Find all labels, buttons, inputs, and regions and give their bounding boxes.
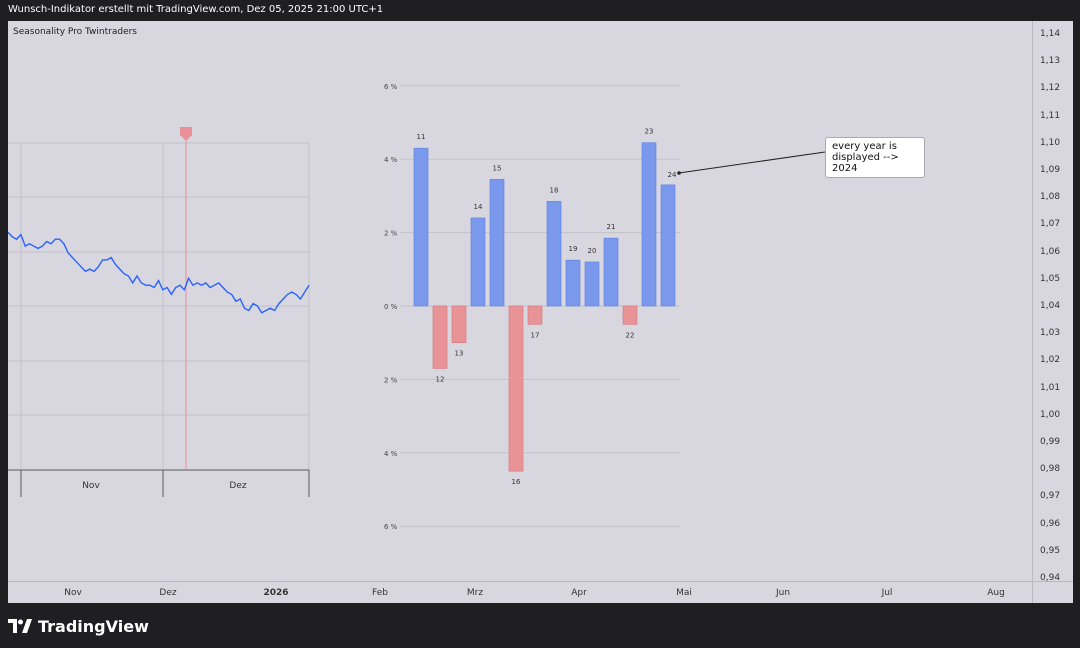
price-axis-label: 1,07 (1040, 219, 1061, 230)
price-axis-label: 1,09 (1040, 165, 1061, 175)
price-axis[interactable] (1032, 21, 1073, 581)
price-axis-label: 0,97 (1040, 491, 1061, 502)
tradingview-brand: TradingView (38, 616, 149, 636)
time-axis-label: Nov (64, 588, 82, 598)
time-axis[interactable] (8, 581, 1032, 603)
price-axis-label: 0,94 (1040, 573, 1061, 583)
callout-note[interactable]: every year is displayed --> 2024 (825, 137, 925, 178)
time-axis-label: 2026 (263, 588, 289, 598)
tradingview-logo-icon (8, 619, 32, 633)
price-axis-label: 1,10 (1040, 137, 1061, 148)
time-axis-label: Aug (987, 588, 1005, 598)
time-axis-label: Feb (372, 588, 388, 598)
price-axis-label: 1,01 (1040, 382, 1061, 393)
time-axis-label: Jul (881, 588, 893, 598)
time-axis-label: Jun (775, 588, 791, 598)
price-axis-label: 1,08 (1040, 192, 1061, 203)
indicator-name[interactable]: Seasonality Pro Twintraders (13, 27, 137, 37)
price-axis-label: 0,96 (1040, 518, 1061, 529)
price-axis-label: 1,06 (1040, 246, 1061, 257)
time-axis-label: Dez (159, 588, 177, 598)
price-axis-label: 1,05 (1040, 273, 1061, 284)
chart-header-title: Wunsch-Indikator erstellt mit TradingVie… (8, 4, 384, 15)
price-axis-label: 1,02 (1040, 355, 1061, 366)
tradingview-logo[interactable]: TradingView (8, 615, 149, 637)
axis-corner (1032, 581, 1073, 603)
price-axis-label: 1,12 (1040, 83, 1061, 94)
price-axis-label: 0,98 (1040, 464, 1061, 475)
price-axis-label: 1,00 (1040, 409, 1061, 420)
price-axis-label: 1,13 (1040, 56, 1061, 67)
chart-pane[interactable] (8, 21, 1032, 581)
price-axis-label: 1,14 (1040, 29, 1061, 39)
price-axis-label: 1,11 (1040, 110, 1061, 121)
price-axis-label: 1,04 (1040, 301, 1061, 311)
price-axis-label: 0,95 (1040, 545, 1061, 556)
time-axis-label: Mai (676, 588, 692, 598)
time-axis-label: Mrz (466, 588, 484, 598)
time-axis-label: Apr (571, 588, 587, 598)
price-axis-label: 1,03 (1040, 328, 1061, 339)
price-axis-label: 0,99 (1040, 437, 1061, 447)
